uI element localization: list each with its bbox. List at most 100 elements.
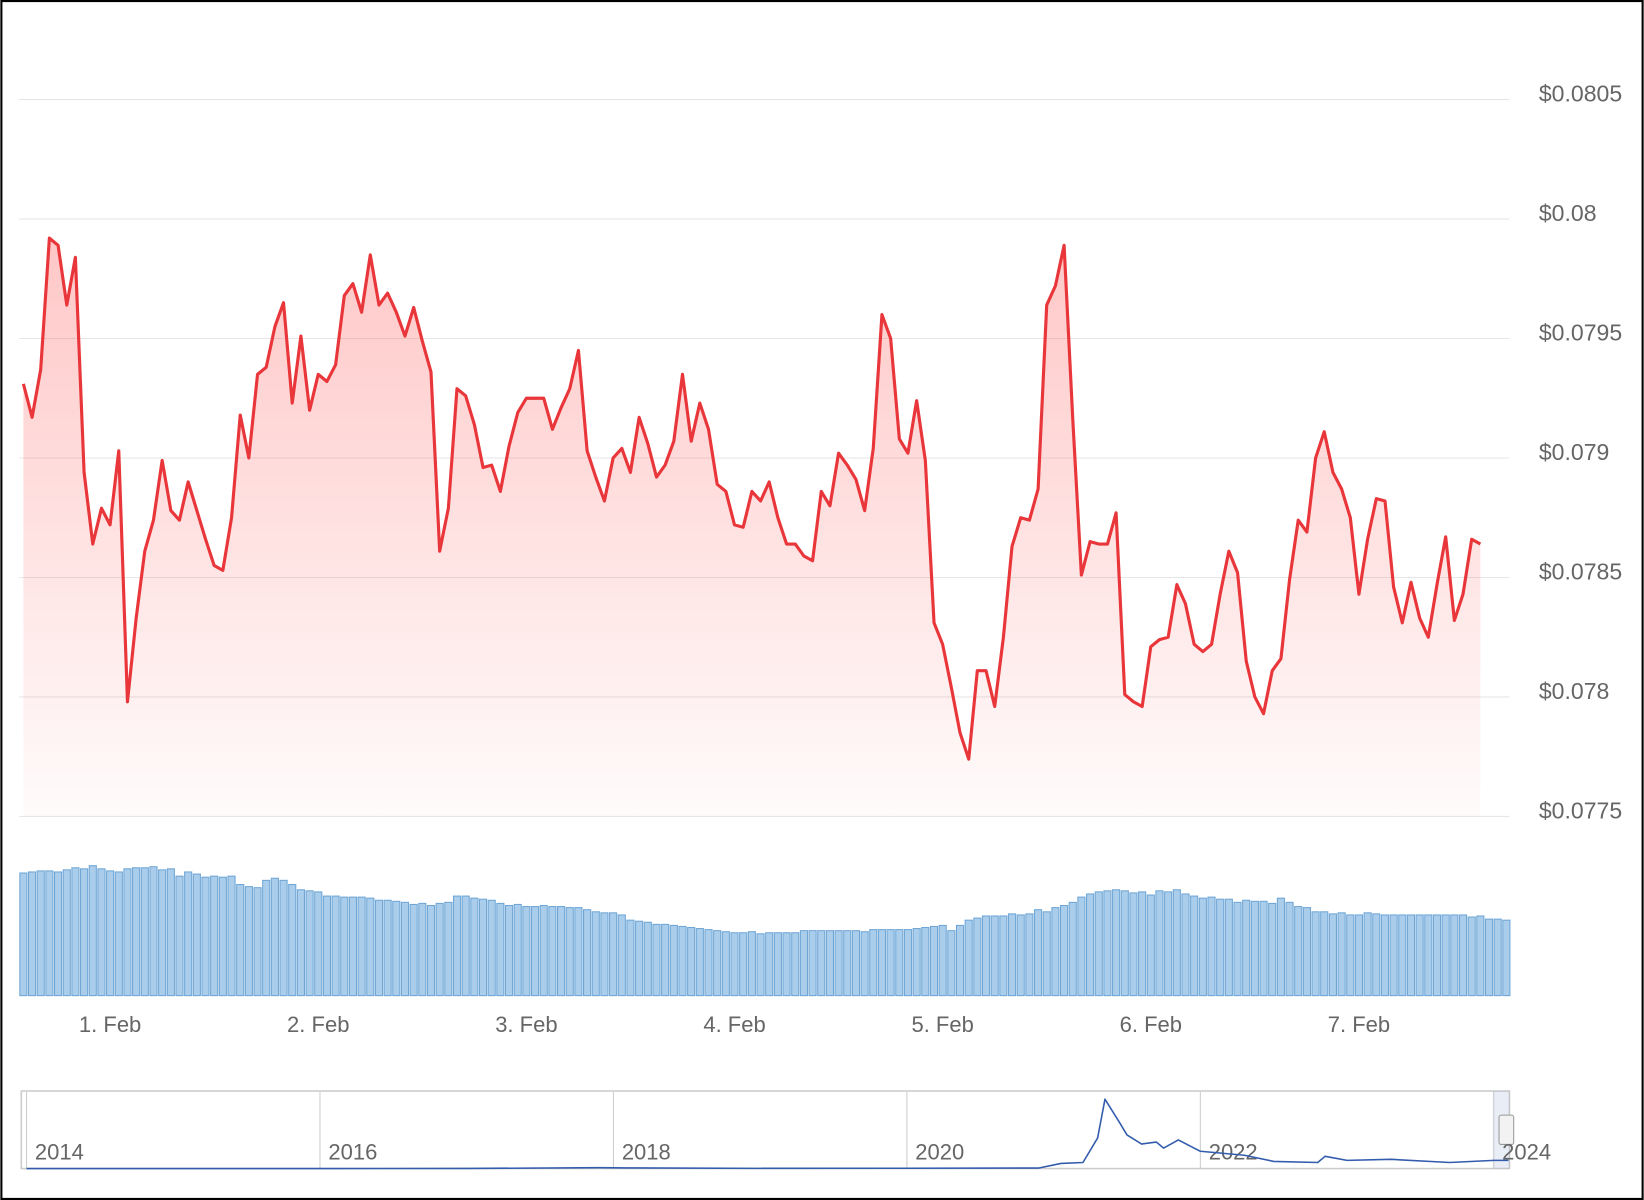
x-tick-label: 6. Feb [1120,1012,1182,1037]
volume-bar [166,868,175,997]
volume-bar [218,876,227,997]
volume-bar [1146,894,1155,997]
volume-bar [383,899,392,997]
volume-bar [435,902,444,997]
volume-bar [19,872,28,997]
volume-bar [1302,907,1311,997]
volume-bar [903,929,913,997]
volume-bar [1172,889,1181,997]
x-tick-label: 2020 [915,1140,964,1165]
volume-bar [1094,891,1103,997]
volume-bar [669,924,678,997]
volume-bar [1415,914,1424,997]
volume-bar [687,926,696,997]
volume-bar [1372,913,1381,997]
volume-bar [817,930,826,997]
volume-bar [1346,914,1355,997]
volume-bar [1389,914,1398,997]
volume-bar [36,870,45,997]
x-tick-label: 2016 [328,1140,377,1165]
navigator-handle[interactable] [1498,1114,1515,1145]
volume-bar [834,930,843,997]
volume-bar [1276,897,1285,997]
volume-bar [981,915,991,997]
volume-bar [305,890,314,997]
volume-bar [149,866,158,997]
y-tick-label: $0.0785 [1539,558,1622,584]
x-tick-label: 5. Feb [911,1012,973,1037]
volume-bar [262,879,271,997]
volume-bar [244,886,253,997]
volume-bar [825,930,835,997]
volume-bar [999,915,1008,997]
volume-bar [1051,907,1060,997]
volume-bar [1268,902,1277,997]
volume-bar [947,930,956,997]
volume-bar [478,898,488,997]
volume-bar [322,895,332,997]
volume-bar [721,931,730,997]
volume-bar [504,904,514,997]
volume-bar [652,923,661,997]
volume-bar [1311,911,1320,997]
volume-bar [1424,914,1433,997]
volume-bar [1138,891,1147,997]
volume-bar [747,931,756,997]
volume-bar [409,903,418,997]
volume-bar [1007,913,1017,997]
volume-bar [1224,898,1233,997]
y-tick-label: $0.0795 [1539,319,1622,345]
price-chart: $0.0775 $0.078 $0.0785 $0.079 $0.0795 $0.08 $0… [19,80,1622,1037]
volume-bar [678,925,687,997]
y-tick-label: $0.0775 [1539,797,1622,823]
volume-bar [452,895,462,997]
volume-bar [1068,901,1077,997]
volume-bar [1476,915,1485,997]
volume-bar [765,932,774,997]
volume-bar [851,930,861,997]
volume-bar [331,895,340,997]
volume-bar [730,932,739,997]
volume-bar [1484,918,1494,997]
x-tick-label: 4. Feb [703,1012,765,1037]
volume-bar [288,884,297,997]
volume-bar [782,932,791,997]
volume-bar [626,919,635,997]
volume-bar [140,867,149,997]
volume-bar [799,930,808,997]
volume-bar [366,897,375,997]
volume-bar [496,902,505,997]
volume-bar [695,928,704,997]
volume-bar [1441,914,1450,997]
volume-bar [938,924,947,997]
volume-bar [990,915,999,997]
volume-bar [661,923,670,997]
x-tick-label: 1. Feb [79,1012,141,1037]
volume-bar [1164,891,1173,997]
volume-bar [513,903,522,997]
volume-bar [132,867,141,997]
volume-bar [45,870,54,997]
volume-bar [227,875,236,997]
x-tick-label: 3. Feb [495,1012,557,1037]
volume-bar [106,870,115,997]
volume-bar [357,896,366,997]
volume-bar [1354,914,1364,997]
volume-bar [210,875,219,997]
volume-bar [1155,890,1164,997]
volume-bar [929,925,939,997]
x-tick-label: 7. Feb [1328,1012,1390,1037]
volume-bar [1458,914,1468,997]
volume-bar [617,914,626,997]
volume-bar [418,902,427,997]
volume-bar [314,891,323,997]
volume-bar [1181,893,1190,997]
volume-bar [80,868,89,997]
volume-bar [71,867,80,997]
volume-bar [1103,890,1112,997]
volume-bar [175,875,184,997]
volume-bar [296,889,305,997]
volume-bar [973,917,982,997]
y-tick-label: $0.078 [1539,678,1610,704]
